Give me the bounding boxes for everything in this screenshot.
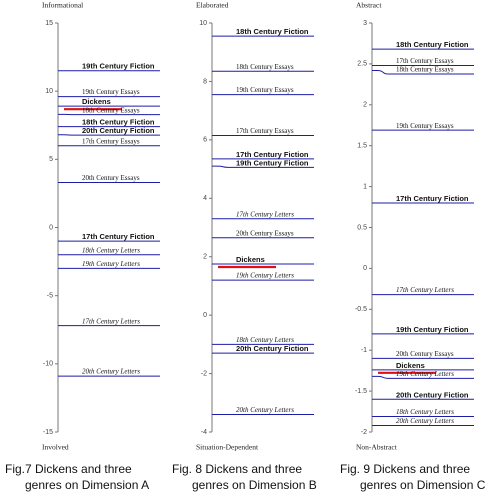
item-label: 20th Century Essays <box>396 350 454 358</box>
item-label: 18th Century Letters <box>82 246 140 254</box>
caption: Fig. 9 Dickens and three <box>340 462 470 476</box>
item-label: 17th Century Essays <box>236 127 294 135</box>
caption: Fig.7 Dickens and three <box>5 462 132 476</box>
item-label: 19th Century Essays <box>236 86 294 94</box>
top-label: Abstract <box>356 1 382 10</box>
caption: genres on Dimension C <box>360 478 486 492</box>
item-label: 18th Century Fiction <box>82 118 155 127</box>
y-tick-label: 0 <box>203 312 207 319</box>
y-tick-label: 6 <box>203 137 207 144</box>
top-label: Informational <box>42 1 83 10</box>
y-tick-label: 2 <box>363 102 367 109</box>
item-label: 17th Century Letters <box>82 317 140 325</box>
item-label: 20th Century Fiction <box>396 390 469 399</box>
item-line <box>372 375 474 379</box>
item-label: 17th Century Fiction <box>396 194 469 203</box>
y-tick-label: 1.5 <box>357 143 367 150</box>
item-label: Dickens <box>236 255 265 264</box>
y-tick-label: 4 <box>203 195 207 202</box>
y-tick-label: 0 <box>363 265 367 272</box>
y-tick-label: 10 <box>45 88 53 95</box>
y-tick-label: -2 <box>361 429 367 436</box>
item-label: 17th Century Fiction <box>82 232 155 241</box>
item-label: 20th Century Fiction <box>82 126 155 135</box>
item-label: 19th Century Letters <box>82 260 140 268</box>
y-tick-label: 3 <box>363 20 367 27</box>
y-tick-label: 0 <box>49 224 53 231</box>
item-label: 19th Century Letters <box>236 272 294 280</box>
item-line <box>372 69 474 75</box>
item-label: 20th Century Letters <box>396 417 454 425</box>
caption: genres on Dimension B <box>192 478 317 492</box>
item-label: 20th Century Letters <box>236 406 294 414</box>
item-label: 19th Century Fiction <box>236 158 309 167</box>
y-tick-label: -2 <box>201 370 207 377</box>
caption: Fig. 8 Dickens and three <box>172 462 302 476</box>
y-tick-label: 5 <box>49 156 53 163</box>
item-label: 20th Century Letters <box>82 368 140 376</box>
item-label: 18th Century Essays <box>396 66 454 74</box>
item-line <box>212 165 314 168</box>
y-tick-label: 2.5 <box>357 61 367 68</box>
item-label: 17th Century Essays <box>396 57 454 65</box>
y-tick-label: 8 <box>203 78 207 85</box>
item-label: 18th Century Essays <box>82 106 140 114</box>
item-label: 17th Century Letters <box>396 286 454 294</box>
item-label: 20th Century Essays <box>82 174 140 182</box>
y-tick-label: 1 <box>363 183 367 190</box>
item-label: 18th Century Fiction <box>396 40 469 49</box>
item-label: 18th Century Letters <box>236 336 294 344</box>
bottom-label: Involved <box>42 443 69 452</box>
y-tick-label: 10 <box>199 20 207 27</box>
y-tick-label: 0.5 <box>357 224 367 231</box>
item-label: 19th Century Fiction <box>82 62 155 71</box>
y-tick-label: -10 <box>43 361 53 368</box>
bottom-label: Situation-Dependent <box>196 443 259 452</box>
item-label: Dickens <box>396 361 425 370</box>
caption: genres on Dimension A <box>25 478 149 492</box>
y-tick-label: -5 <box>47 293 53 300</box>
item-label: 20th Century Essays <box>236 229 294 237</box>
y-tick-label: -0.5 <box>355 306 367 313</box>
item-label: 17th Century Essays <box>82 137 140 145</box>
item-label: 19th Century Letters <box>396 370 454 378</box>
item-label: 18th Century Letters <box>396 408 454 416</box>
bottom-label: Non-Abstract <box>356 443 398 452</box>
y-tick-label: -1 <box>361 347 367 354</box>
item-label: 18th Century Fiction <box>236 27 309 36</box>
item-label: 17th Century Letters <box>236 210 294 218</box>
item-label: 18th Century Essays <box>236 63 294 71</box>
y-tick-label: -1.5 <box>355 388 367 395</box>
y-tick-label: 2 <box>203 254 207 261</box>
y-tick-label: 15 <box>45 20 53 27</box>
item-label: 19th Century Essays <box>396 122 454 130</box>
y-tick-label: -4 <box>201 429 207 436</box>
item-label: 17th Century Fiction <box>236 150 309 159</box>
y-tick-label: -15 <box>43 429 53 436</box>
item-label: 19th Century Essays <box>82 88 140 96</box>
top-label: Elaborated <box>196 1 229 10</box>
item-label: 19th Century Fiction <box>396 325 469 334</box>
item-label: Dickens <box>82 97 111 106</box>
item-label: 20th Century Fiction <box>236 344 309 353</box>
